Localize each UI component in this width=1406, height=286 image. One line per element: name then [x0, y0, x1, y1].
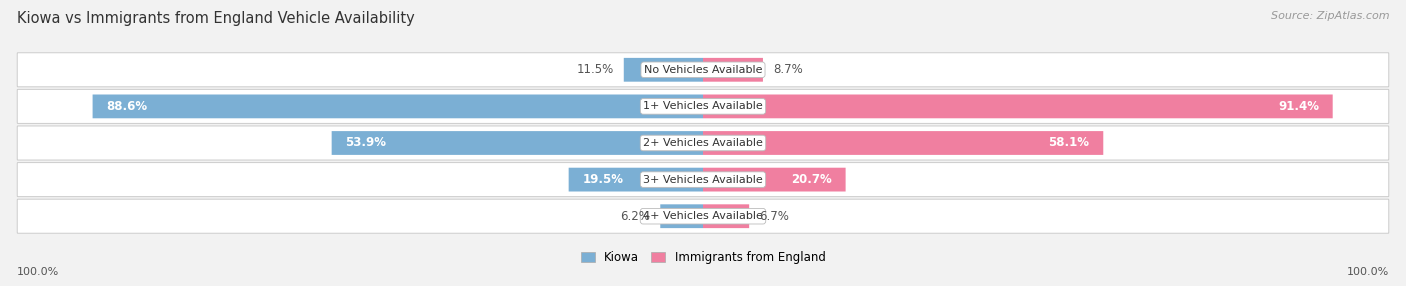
- FancyBboxPatch shape: [17, 199, 1389, 233]
- Text: 19.5%: 19.5%: [582, 173, 623, 186]
- Text: 88.6%: 88.6%: [107, 100, 148, 113]
- FancyBboxPatch shape: [703, 168, 845, 192]
- Text: 1+ Vehicles Available: 1+ Vehicles Available: [643, 102, 763, 111]
- Text: 4+ Vehicles Available: 4+ Vehicles Available: [643, 211, 763, 221]
- FancyBboxPatch shape: [703, 204, 749, 228]
- Text: 11.5%: 11.5%: [576, 63, 613, 76]
- Text: Source: ZipAtlas.com: Source: ZipAtlas.com: [1271, 11, 1389, 21]
- Text: 6.2%: 6.2%: [620, 210, 650, 223]
- Text: 2+ Vehicles Available: 2+ Vehicles Available: [643, 138, 763, 148]
- Text: 100.0%: 100.0%: [17, 267, 59, 277]
- Text: No Vehicles Available: No Vehicles Available: [644, 65, 762, 75]
- FancyBboxPatch shape: [568, 168, 703, 192]
- Text: 53.9%: 53.9%: [346, 136, 387, 150]
- Legend: Kiowa, Immigrants from England: Kiowa, Immigrants from England: [576, 247, 830, 269]
- FancyBboxPatch shape: [17, 53, 1389, 87]
- Text: 100.0%: 100.0%: [1347, 267, 1389, 277]
- FancyBboxPatch shape: [17, 89, 1389, 124]
- FancyBboxPatch shape: [624, 58, 703, 82]
- Text: 8.7%: 8.7%: [773, 63, 803, 76]
- FancyBboxPatch shape: [661, 204, 703, 228]
- Text: 20.7%: 20.7%: [792, 173, 832, 186]
- FancyBboxPatch shape: [17, 126, 1389, 160]
- Text: 58.1%: 58.1%: [1049, 136, 1090, 150]
- FancyBboxPatch shape: [332, 131, 703, 155]
- FancyBboxPatch shape: [17, 162, 1389, 197]
- Text: 91.4%: 91.4%: [1278, 100, 1319, 113]
- Text: 3+ Vehicles Available: 3+ Vehicles Available: [643, 175, 763, 184]
- FancyBboxPatch shape: [703, 94, 1333, 118]
- Text: Kiowa vs Immigrants from England Vehicle Availability: Kiowa vs Immigrants from England Vehicle…: [17, 11, 415, 26]
- Text: 6.7%: 6.7%: [759, 210, 789, 223]
- FancyBboxPatch shape: [703, 58, 763, 82]
- FancyBboxPatch shape: [93, 94, 703, 118]
- FancyBboxPatch shape: [703, 131, 1104, 155]
